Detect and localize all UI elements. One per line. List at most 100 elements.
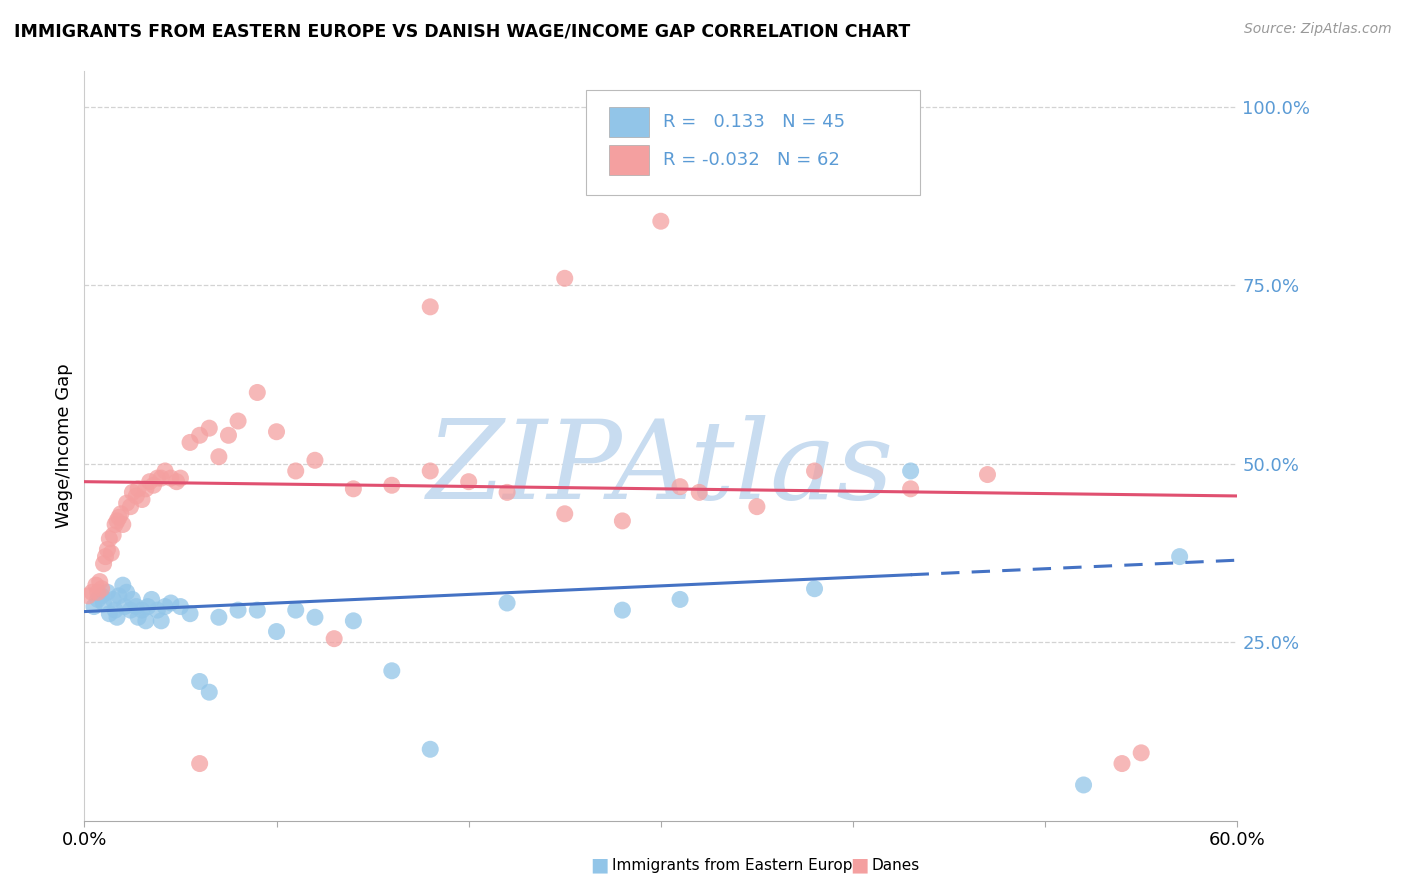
Point — [208, 450, 231, 464]
Text: Source: ZipAtlas.com: Source: ZipAtlas.com — [1244, 22, 1392, 37]
Point — [457, 475, 479, 489]
Y-axis label: Wage/Income Gap: Wage/Income Gap — [55, 364, 73, 528]
Point — [188, 428, 211, 442]
Point — [120, 603, 142, 617]
Point — [110, 507, 132, 521]
Point — [146, 471, 169, 485]
Point — [554, 271, 576, 285]
Point — [100, 546, 122, 560]
Text: ■: ■ — [851, 855, 869, 875]
Text: ZIPAtlas: ZIPAtlas — [427, 415, 894, 522]
Point — [120, 500, 142, 514]
Point — [342, 482, 364, 496]
Point — [83, 599, 105, 614]
Point — [381, 478, 404, 492]
Point — [142, 478, 165, 492]
Point — [496, 485, 519, 500]
Point — [104, 517, 127, 532]
Point — [131, 603, 153, 617]
Point — [121, 592, 143, 607]
Point — [419, 742, 441, 756]
Point — [93, 557, 115, 571]
Point — [87, 585, 110, 599]
Point — [135, 614, 157, 628]
Text: Danes: Danes — [872, 858, 920, 872]
Point — [115, 496, 138, 510]
Point — [612, 603, 634, 617]
Point — [98, 532, 121, 546]
Point — [1168, 549, 1191, 564]
Point — [153, 599, 176, 614]
Point — [976, 467, 998, 482]
Point — [419, 464, 441, 478]
Point — [121, 485, 143, 500]
Text: ■: ■ — [591, 855, 609, 875]
Text: R =   0.133   N = 45: R = 0.133 N = 45 — [664, 113, 845, 131]
Point — [150, 471, 173, 485]
Point — [650, 214, 672, 228]
Point — [131, 492, 153, 507]
Point — [146, 603, 169, 617]
Point — [669, 480, 692, 494]
Point — [103, 592, 124, 607]
Point — [198, 421, 221, 435]
Point — [111, 578, 134, 592]
Point — [98, 607, 121, 621]
Point — [745, 500, 768, 514]
Point — [138, 475, 160, 489]
Point — [669, 592, 692, 607]
Point — [688, 485, 710, 500]
Point — [87, 592, 110, 607]
Point — [90, 589, 112, 603]
Point — [266, 425, 288, 439]
Point — [900, 482, 922, 496]
Point — [188, 674, 211, 689]
Point — [166, 475, 188, 489]
Point — [96, 542, 118, 557]
Point — [153, 464, 176, 478]
Point — [496, 596, 519, 610]
Point — [125, 599, 148, 614]
Point — [419, 300, 441, 314]
Point — [803, 582, 825, 596]
Point — [381, 664, 404, 678]
Point — [226, 603, 249, 617]
Point — [169, 599, 191, 614]
Point — [1130, 746, 1153, 760]
Point — [169, 471, 191, 485]
Point — [612, 514, 634, 528]
Point — [115, 585, 138, 599]
Bar — [609, 107, 650, 137]
Point — [135, 482, 157, 496]
Point — [108, 589, 131, 603]
Point — [266, 624, 288, 639]
Point — [127, 482, 149, 496]
Point — [127, 610, 149, 624]
Point — [304, 453, 326, 467]
Point — [1073, 778, 1095, 792]
Point — [141, 592, 163, 607]
Point — [284, 464, 307, 478]
Point — [96, 585, 118, 599]
Point — [103, 528, 124, 542]
Point — [77, 589, 100, 603]
Text: IMMIGRANTS FROM EASTERN EUROPE VS DANISH WAGE/INCOME GAP CORRELATION CHART: IMMIGRANTS FROM EASTERN EUROPE VS DANISH… — [14, 22, 910, 40]
Point — [304, 610, 326, 624]
Point — [226, 414, 249, 428]
Point — [136, 599, 159, 614]
Point — [900, 464, 922, 478]
Point — [188, 756, 211, 771]
Point — [179, 607, 201, 621]
Point — [1111, 756, 1133, 771]
Point — [198, 685, 221, 699]
Point — [284, 603, 307, 617]
Point — [80, 585, 103, 599]
Point — [323, 632, 346, 646]
Point — [84, 578, 107, 592]
Point — [105, 514, 128, 528]
Point — [160, 596, 183, 610]
Point — [111, 517, 134, 532]
Point — [125, 489, 148, 503]
Point — [218, 428, 240, 442]
Point — [105, 610, 128, 624]
